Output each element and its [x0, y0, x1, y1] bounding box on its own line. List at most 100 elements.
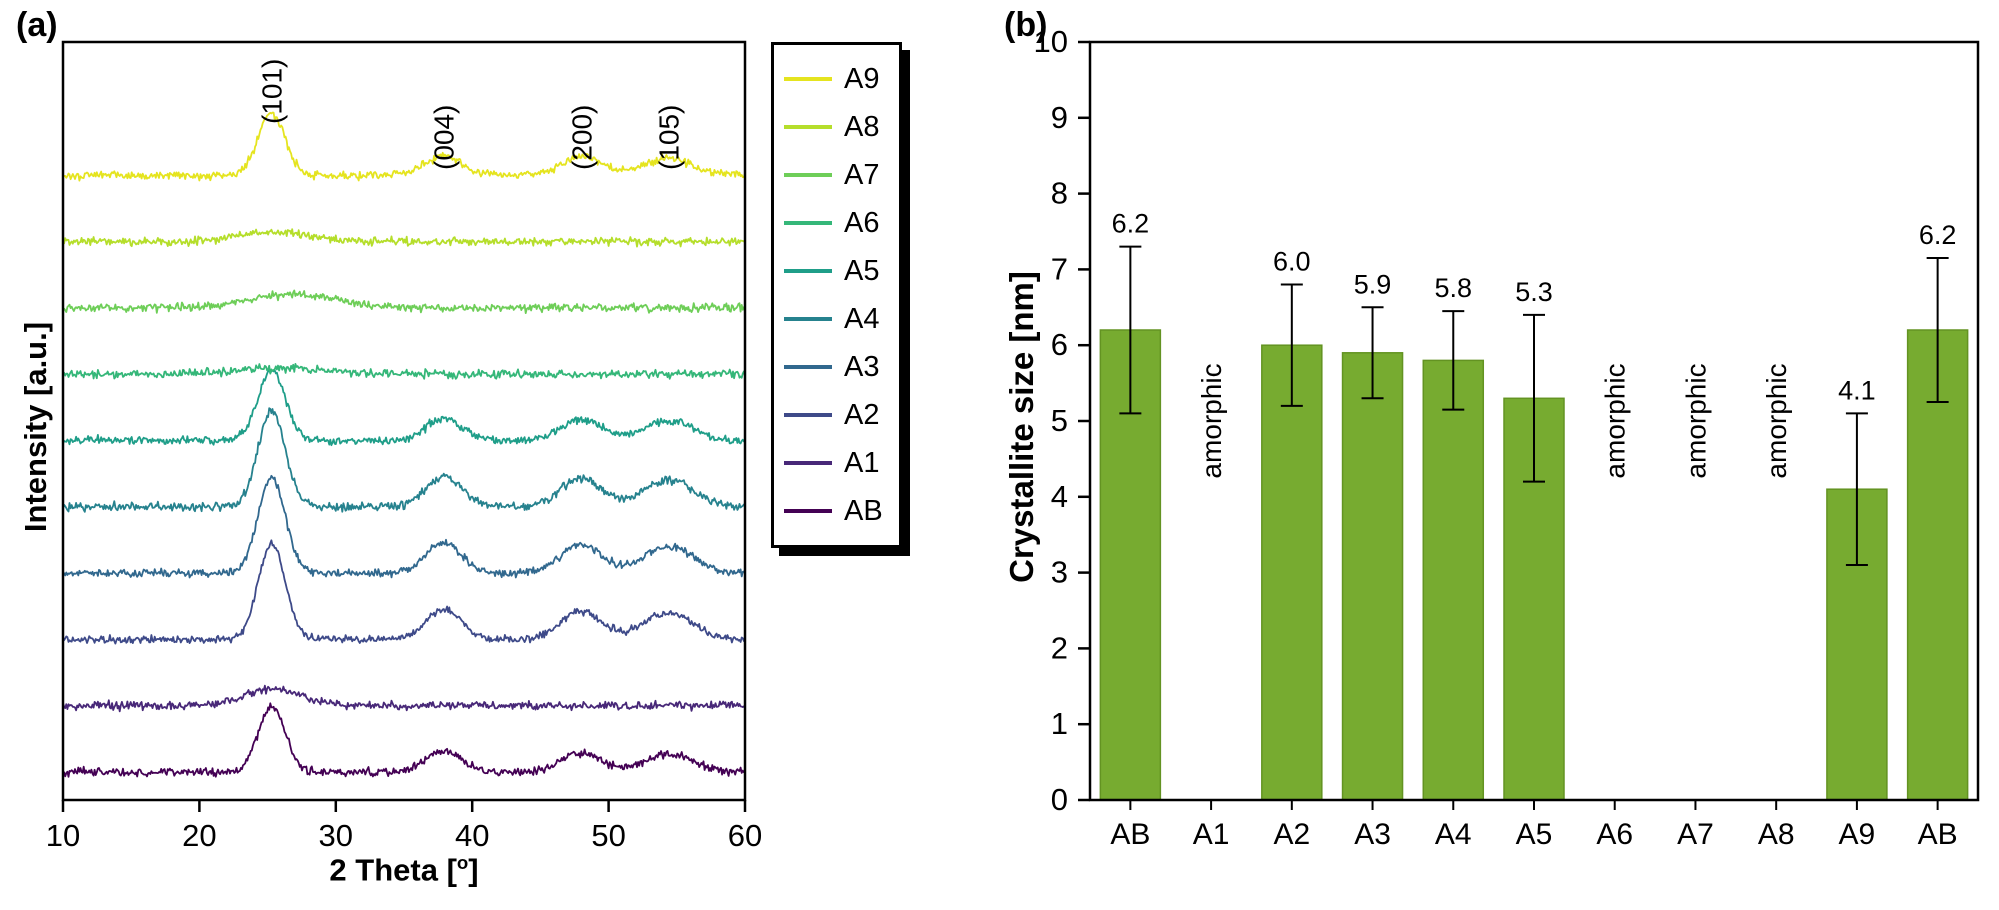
y-tick-label: 6	[1051, 327, 1068, 362]
x-tick-label: 10	[46, 818, 80, 853]
legend-label: A6	[844, 206, 880, 239]
y-tick-label: 4	[1051, 479, 1068, 514]
degree-superscript: o	[456, 852, 469, 873]
legend-label: A9	[844, 62, 880, 95]
xrd-trace-A3	[62, 474, 746, 579]
two-theta-axis-title: 2 Theta [o]	[63, 852, 745, 888]
bar-axes: AB A1 A2 A3 A4 A5 A6 A7 A8 A9 AB 0 1 2 3 4 5 6 7 8 9 10	[1034, 24, 1958, 851]
category-label: A5	[1516, 818, 1553, 851]
xrd-trace-A6	[62, 363, 746, 380]
category-label: A6	[1596, 818, 1633, 851]
category-label: AB	[1918, 818, 1958, 851]
x-tick-label: 50	[591, 818, 625, 853]
peak-label: (200)	[566, 105, 597, 170]
category-label: A1	[1193, 818, 1230, 851]
y-tick-label: 2	[1051, 630, 1068, 665]
y-tick-label: 3	[1051, 555, 1068, 590]
peak-label: (101)	[257, 59, 288, 124]
x-tick-label: 20	[182, 818, 216, 853]
xrd-trace-A5	[62, 369, 746, 447]
bar-value-label: 6.2	[1112, 209, 1150, 239]
amorphic-label: amorphic	[1196, 363, 1227, 478]
legend: A9 A8 A7 A6 A5 A4 A3 A2 A1 AB	[771, 42, 902, 548]
xrd-trace-AB	[62, 702, 746, 778]
category-label: A7	[1677, 818, 1714, 851]
legend-label: A2	[844, 398, 880, 431]
y-tick-label: 5	[1051, 403, 1068, 438]
legend-line-swatch	[784, 413, 832, 417]
legend-item-AB: AB	[784, 487, 883, 535]
y-tick-label: 1	[1051, 706, 1068, 741]
peak-label: (004)	[429, 105, 460, 170]
plot-frame-a	[61, 40, 747, 802]
y-tick-label: 10	[1034, 24, 1068, 59]
legend-item-A4: A4	[784, 295, 883, 343]
xrd-trace-A7	[62, 289, 746, 314]
legend-item-A1: A1	[784, 439, 883, 487]
legend-line-swatch	[784, 461, 832, 465]
legend-item-A2: A2	[784, 391, 883, 439]
category-label: A9	[1839, 818, 1876, 851]
legend-line-swatch	[784, 221, 832, 225]
category-label: A2	[1273, 818, 1310, 851]
amorphic-label: amorphic	[1680, 363, 1711, 478]
legend-label: AB	[844, 494, 883, 527]
bar-value-label: 4.1	[1838, 375, 1876, 405]
panel-b-label: (b)	[1004, 6, 1048, 44]
legend-line-swatch	[784, 125, 832, 129]
bar-A3-3	[1341, 352, 1404, 801]
amorphic-labels: amorphic amorphic amorphic amorphic	[1196, 363, 1792, 478]
two-theta-text: 2 Theta [	[329, 852, 457, 888]
legend-label: A3	[844, 350, 880, 383]
legend-label: A8	[844, 110, 880, 143]
xrd-traces	[62, 111, 746, 778]
xrd-trace-A4	[62, 407, 746, 513]
two-theta-axis: 10 20 30 40 50 60	[46, 800, 762, 853]
xrd-trace-A9	[62, 111, 746, 182]
legend-item-A7: A7	[784, 151, 883, 199]
legend-item-A3: A3	[784, 343, 883, 391]
y-tick-label: 8	[1051, 176, 1068, 211]
bar-A4-4	[1422, 359, 1485, 801]
peak-label: (105)	[654, 105, 685, 170]
peak-annotations: (101) (004) (200) (105)	[257, 59, 685, 170]
x-tick-label: 40	[455, 818, 489, 853]
bar-value-label: 5.9	[1354, 269, 1392, 299]
legend-label: A1	[844, 446, 880, 479]
legend-item-A5: A5	[784, 247, 883, 295]
xrd-trace-A1	[62, 684, 746, 713]
bracket-close-text: ]	[468, 852, 479, 888]
amorphic-label: amorphic	[1761, 363, 1792, 478]
category-label: A4	[1435, 818, 1472, 851]
plot-frame-b	[1088, 40, 1980, 802]
bar-value-label: 6.2	[1919, 220, 1957, 250]
y-tick-label: 0	[1051, 782, 1068, 817]
legend-item-A6: A6	[784, 199, 883, 247]
bar-value-label: 5.3	[1515, 277, 1553, 307]
panel-a-label: (a)	[16, 6, 58, 44]
xrd-trace-A2	[62, 539, 746, 645]
category-label: A3	[1354, 818, 1391, 851]
category-label: AB	[1110, 818, 1150, 851]
category-label: A8	[1758, 818, 1795, 851]
legend-line-swatch	[784, 173, 832, 177]
x-tick-label: 60	[728, 818, 762, 853]
legend-line-swatch	[784, 365, 832, 369]
legend-label: A4	[844, 302, 880, 335]
y-tick-label: 9	[1051, 100, 1068, 135]
xrd-trace-A8	[62, 228, 746, 248]
error-bars	[1119, 245, 1949, 567]
legend-line-swatch	[784, 509, 832, 513]
amorphic-label: amorphic	[1600, 363, 1631, 478]
xrd-chart: 10 20 30 40 50 60 (101) (004) (200) (105)	[46, 40, 762, 853]
legend-item-A9: A9	[784, 55, 883, 103]
legend-label: A7	[844, 158, 880, 191]
x-tick-label: 30	[319, 818, 353, 853]
value-labels: 6.2 6.0 5.9 5.8 5.3 4.1 6.2	[1112, 209, 1957, 406]
bar-value-label: 6.0	[1273, 247, 1311, 277]
y-tick-label: 7	[1051, 251, 1068, 286]
legend-line-swatch	[784, 77, 832, 81]
legend-item-A8: A8	[784, 103, 883, 151]
